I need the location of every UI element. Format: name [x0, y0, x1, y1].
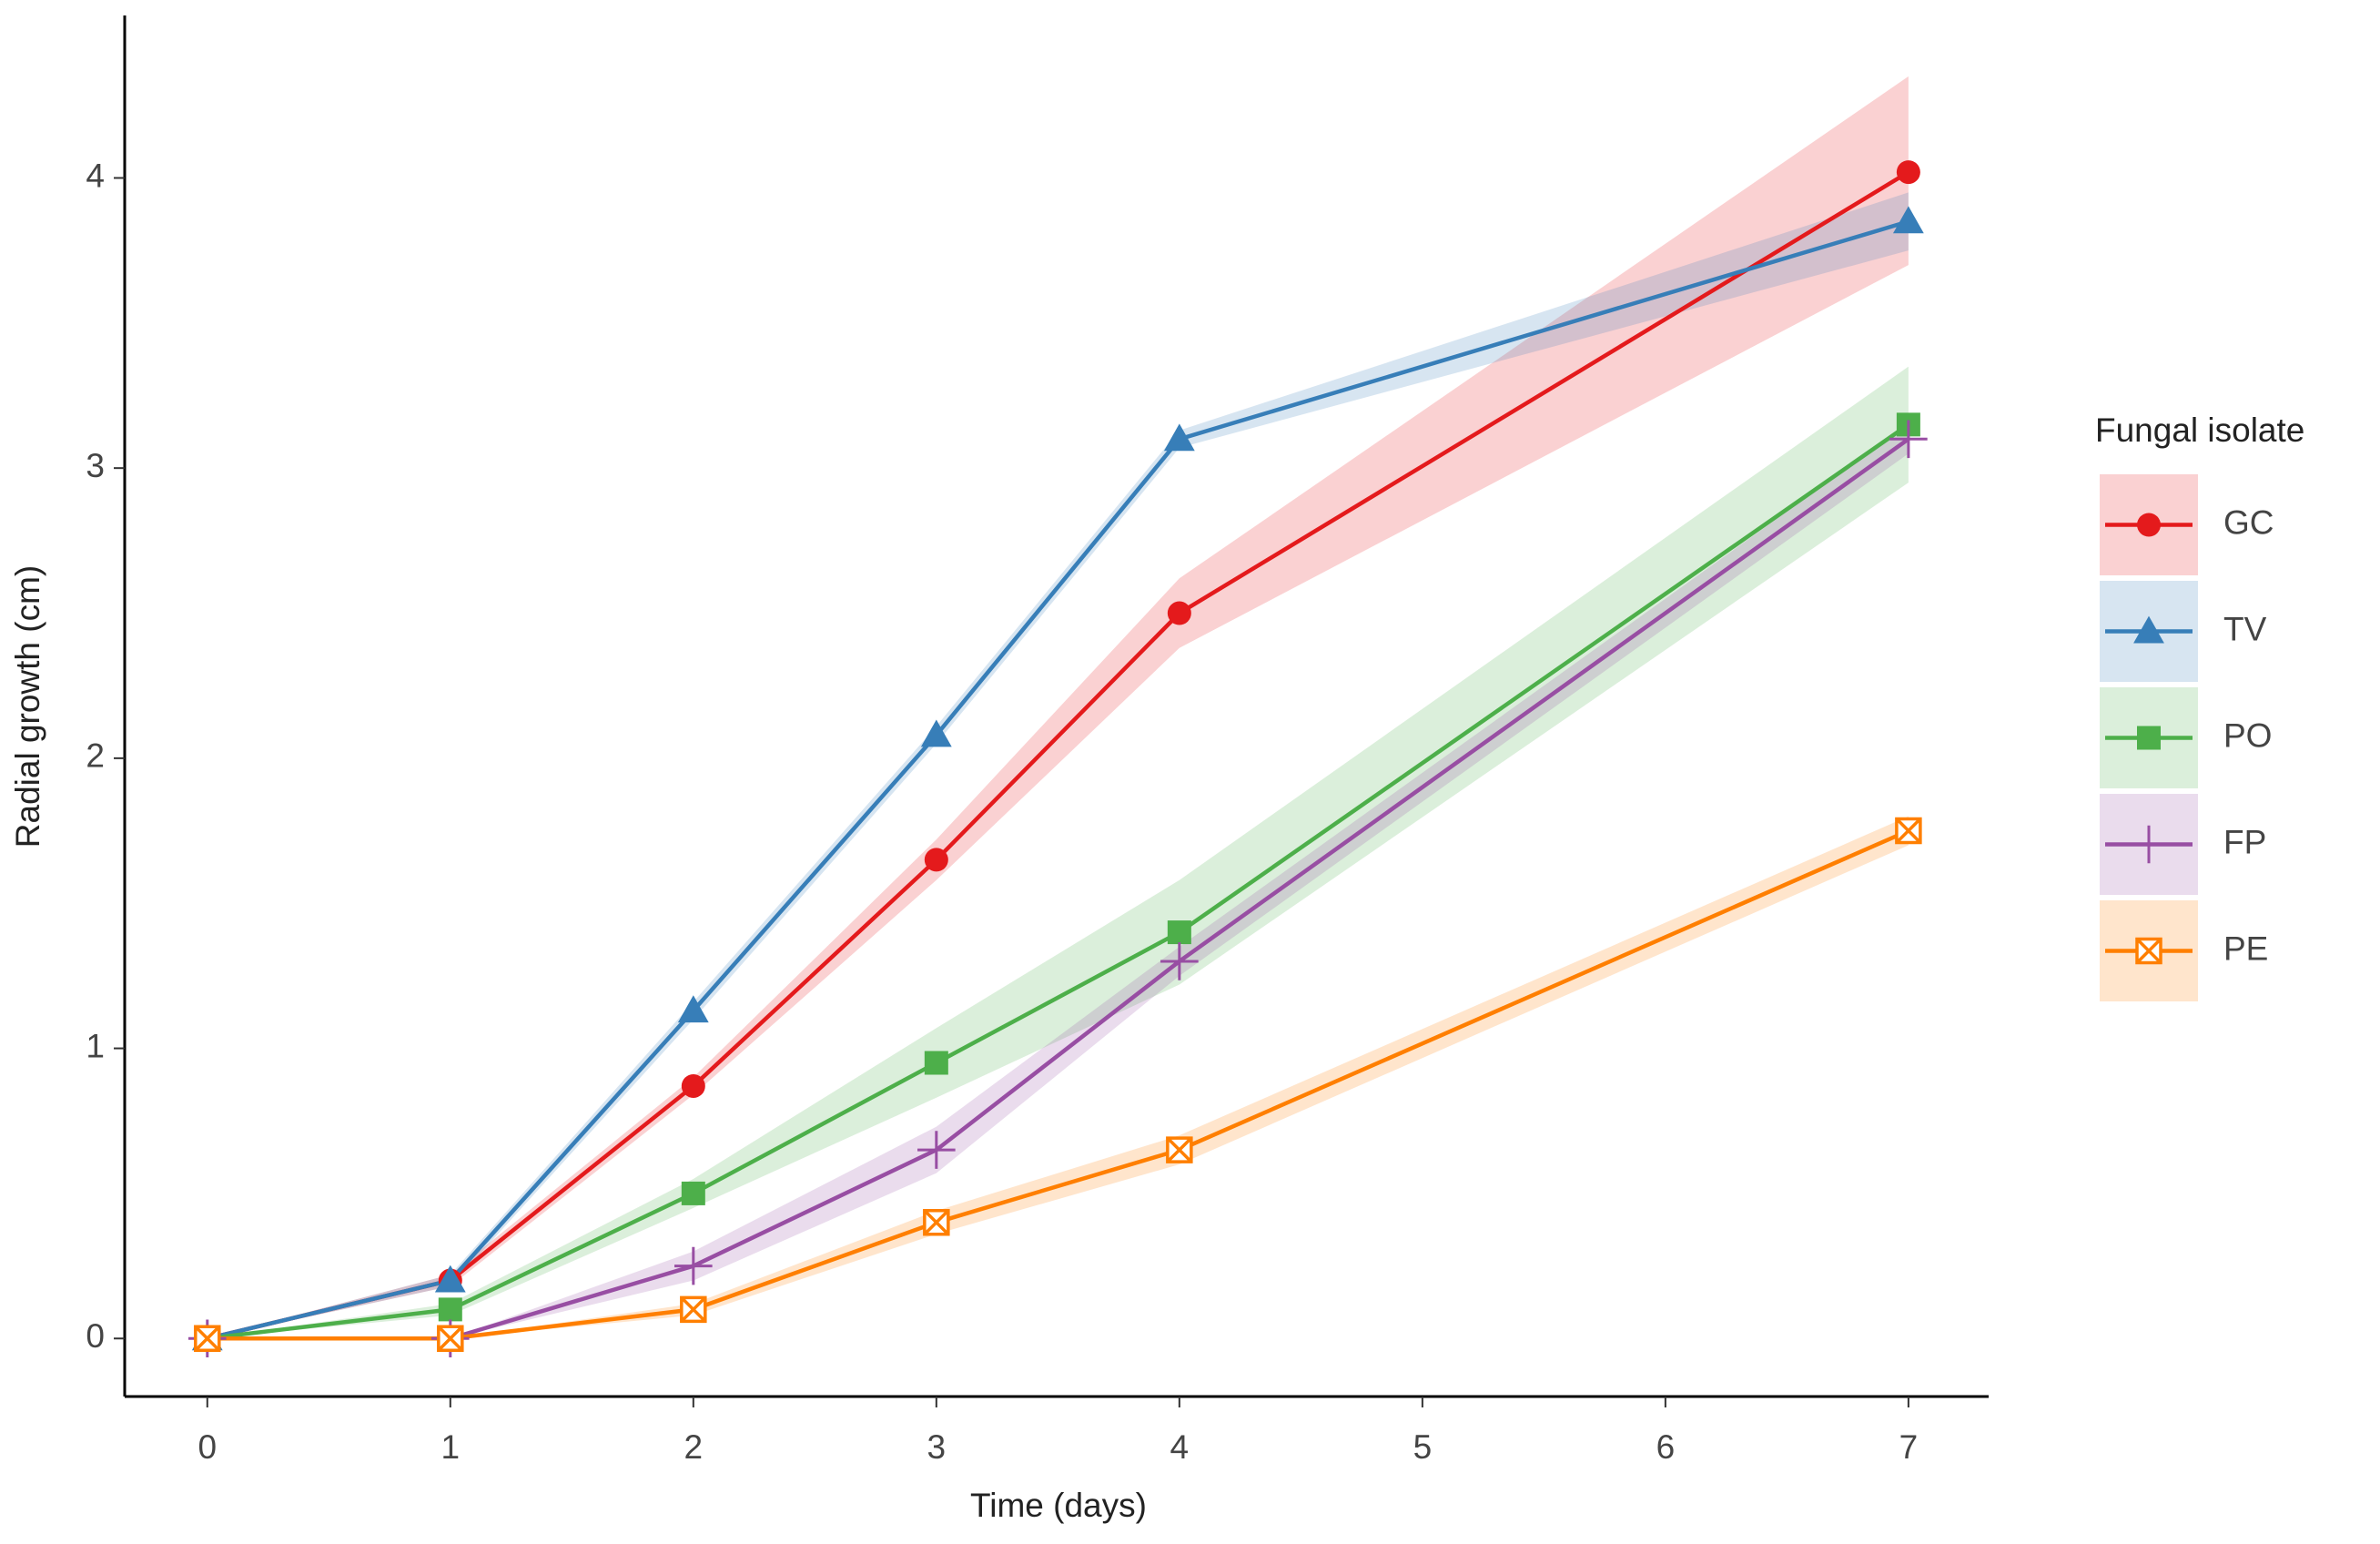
legend-label: TV	[2223, 610, 2267, 647]
legend-title: Fungal isolate	[2095, 411, 2304, 449]
legend-item: PE	[2100, 900, 2268, 1001]
marker	[681, 1181, 705, 1205]
marker	[674, 1246, 713, 1285]
legend-item: TV	[2100, 581, 2267, 682]
marker	[917, 1131, 956, 1169]
legend-marker	[2135, 937, 2162, 965]
marker	[1167, 601, 1191, 625]
y-axis-title: Radial growth (cm)	[9, 565, 46, 848]
x-tick-label: 6	[1656, 1428, 1676, 1466]
confidence-band	[207, 76, 1909, 1339]
legend-label: PE	[2223, 929, 2268, 967]
y-tick-label: 2	[86, 737, 105, 775]
legend-item: PO	[2100, 687, 2272, 788]
series-line	[207, 422, 1910, 1341]
legend-label: GC	[2223, 503, 2274, 541]
x-axis-title: Time (days)	[970, 1487, 1147, 1524]
marker	[924, 848, 948, 872]
marker	[681, 1073, 705, 1098]
marker	[1896, 160, 1920, 185]
x-tick-label: 0	[197, 1428, 217, 1466]
marker	[194, 1325, 221, 1353]
x-tick-label: 3	[927, 1428, 947, 1466]
y-tick-label: 3	[86, 447, 105, 484]
marker	[437, 1325, 464, 1353]
marker	[920, 719, 952, 747]
series-line	[207, 219, 1909, 1341]
legend-marker	[2137, 513, 2161, 537]
legend-item: FP	[2100, 794, 2266, 895]
x-tick-label: 7	[1899, 1428, 1919, 1466]
y-tick-label: 1	[86, 1027, 105, 1064]
marker	[1895, 817, 1922, 845]
series-line	[207, 828, 1909, 1341]
y-tick-label: 0	[86, 1317, 105, 1355]
marker	[1160, 942, 1199, 980]
marker	[1167, 920, 1191, 945]
legend-marker	[2137, 726, 2161, 750]
legend-marker	[2130, 825, 2168, 864]
confidence-band	[207, 816, 1909, 1339]
x-tick-label: 2	[684, 1428, 704, 1466]
marker	[677, 995, 709, 1023]
marker	[923, 1209, 950, 1236]
marker	[1163, 423, 1195, 452]
marker	[680, 1295, 707, 1324]
x-tick-label: 4	[1170, 1428, 1190, 1466]
legend-label: FP	[2223, 823, 2266, 860]
legend-label: PO	[2223, 716, 2272, 754]
y-tick-label: 4	[86, 157, 105, 194]
marker	[924, 1051, 948, 1075]
x-tick-label: 1	[441, 1428, 461, 1466]
marker	[438, 1297, 462, 1322]
marker	[1166, 1136, 1193, 1163]
x-tick-label: 5	[1413, 1428, 1433, 1466]
legend-item: GC	[2100, 474, 2274, 575]
legend-marker	[2133, 615, 2164, 644]
marker	[1892, 206, 1924, 234]
marker	[434, 1265, 466, 1293]
marker	[1889, 420, 1928, 459]
